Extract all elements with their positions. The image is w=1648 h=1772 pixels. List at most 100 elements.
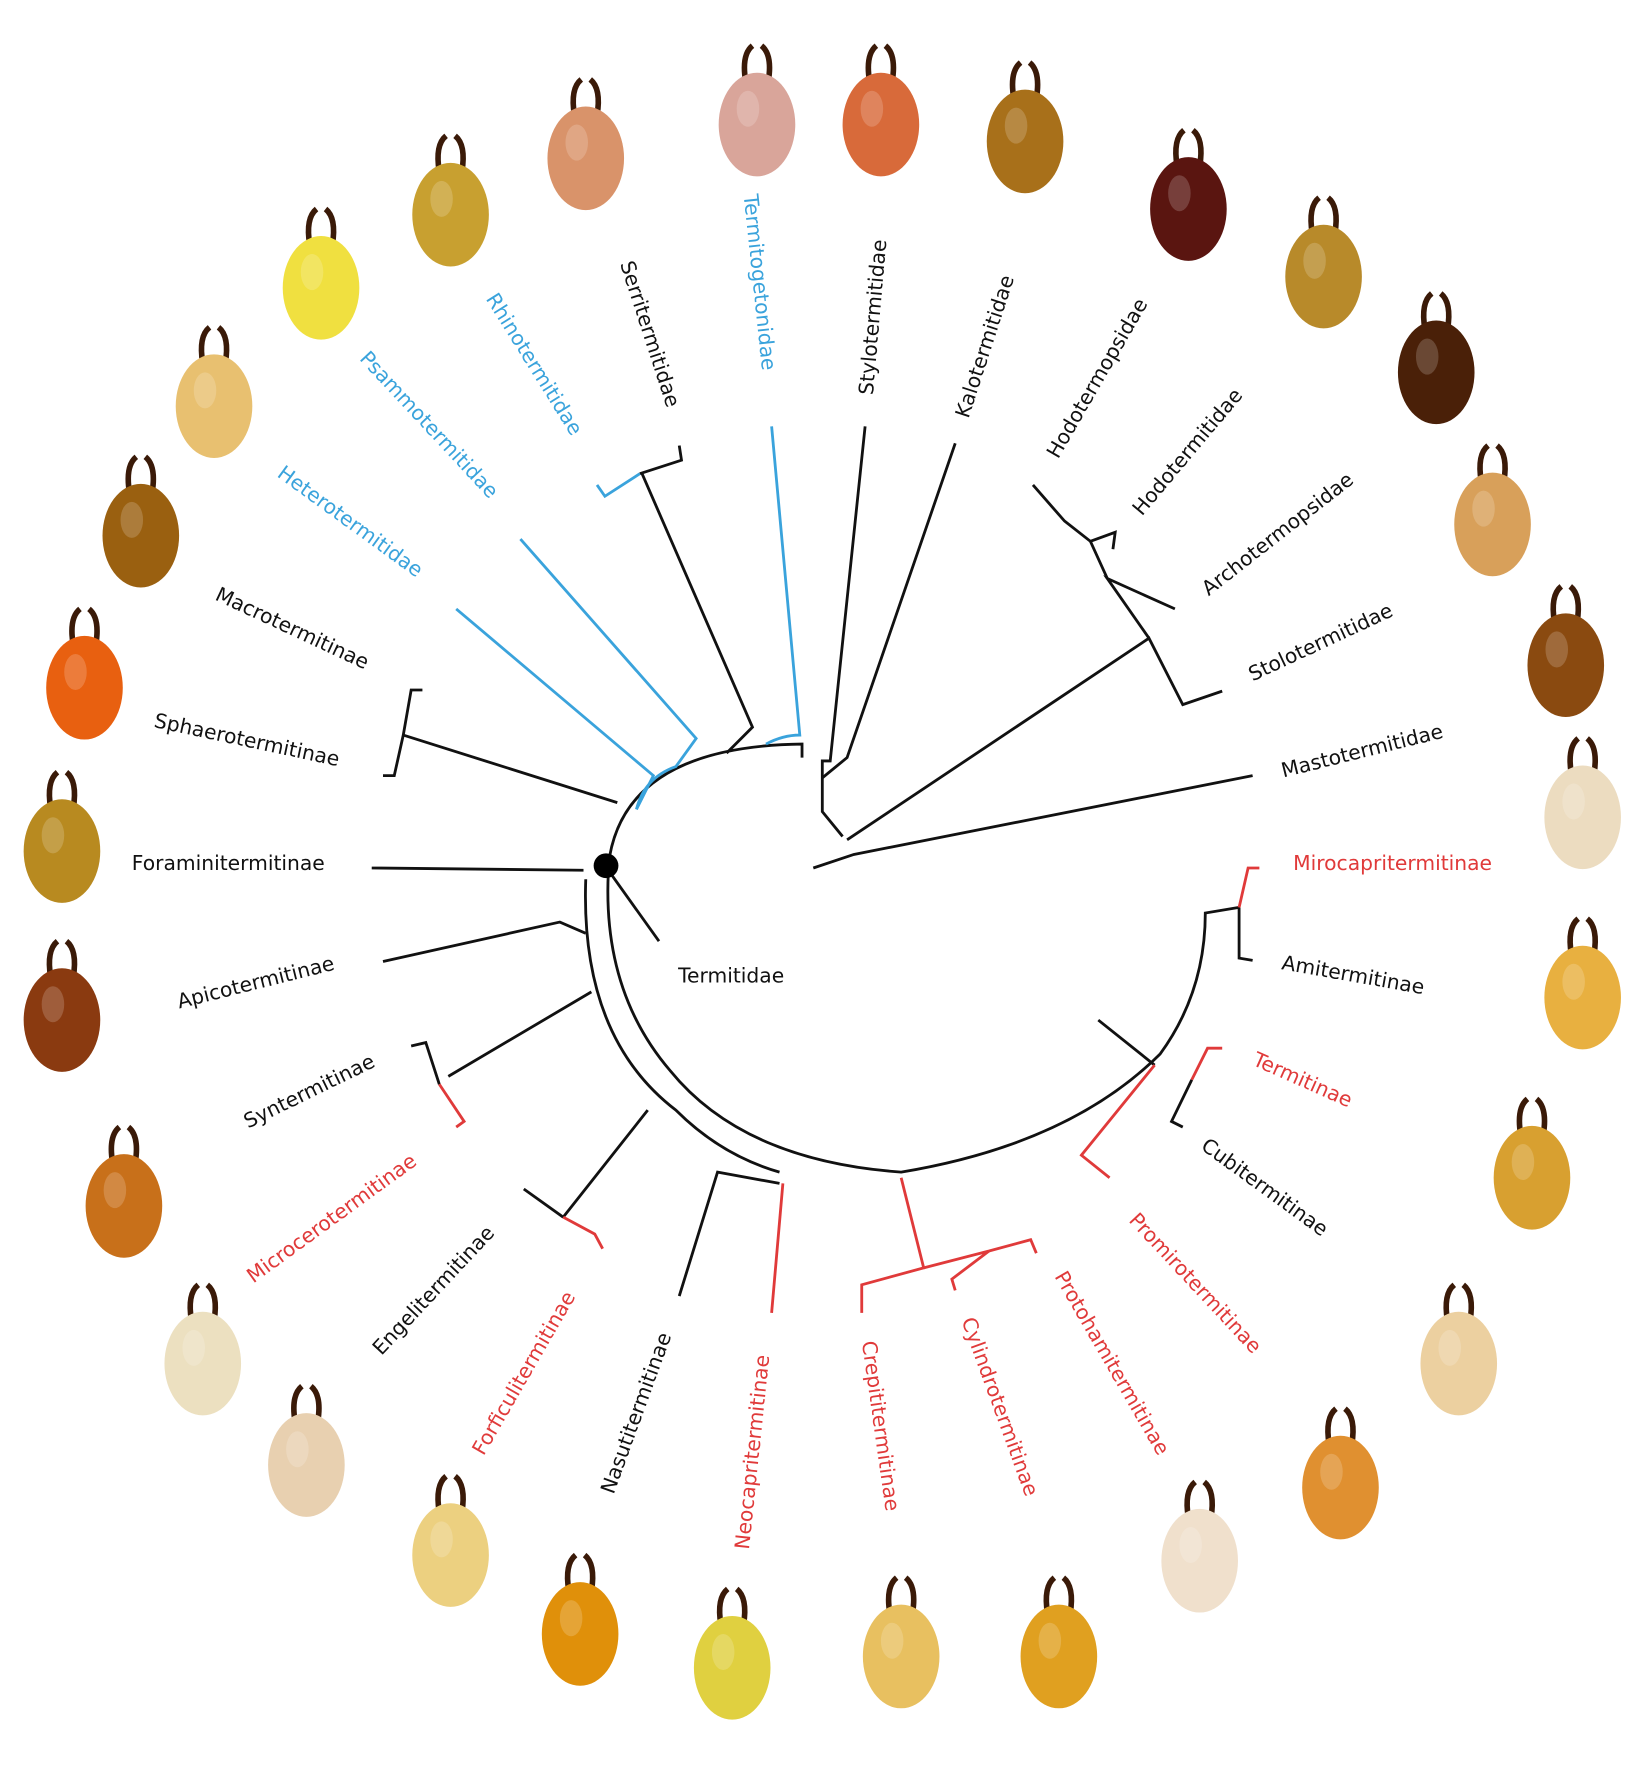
taxon-label: Heterotermitidae: [273, 461, 427, 582]
taxon-label: Hodotermitidae: [1127, 383, 1247, 519]
taxon-label: Stolotermitidae: [1245, 598, 1397, 686]
branch: [860, 1177, 926, 1313]
taxon-label: Sphaerotermitinae: [152, 708, 342, 771]
branch: [438, 1083, 467, 1129]
head: [541, 1582, 619, 1686]
highlight: [1004, 107, 1028, 144]
taxon-label: Crepititermitinae: [857, 1339, 905, 1512]
insect-image: [693, 1586, 771, 1720]
insect-image: [1161, 1479, 1238, 1613]
insect-image: [175, 325, 253, 458]
branch: [677, 1170, 780, 1297]
branch: [382, 688, 423, 778]
head: [102, 483, 180, 588]
branch: [519, 538, 698, 810]
insect-image: [46, 606, 123, 740]
branch: [1088, 530, 1117, 580]
insect-image: [85, 1124, 163, 1258]
insect-image: [862, 1575, 940, 1709]
head: [862, 1604, 940, 1709]
branch: [988, 1238, 1038, 1254]
branch: [770, 1183, 785, 1314]
highlight: [41, 817, 65, 854]
branch: [522, 1109, 649, 1219]
head: [23, 799, 101, 903]
branch: [1237, 907, 1253, 962]
highlight: [430, 180, 453, 217]
taxon-label: Kalotermitidae: [950, 272, 1019, 421]
branch: [595, 472, 641, 499]
taxon-label: Syntermitinae: [240, 1049, 379, 1133]
insect-image: [1527, 584, 1605, 718]
taxon-label: Neocapritermitinae: [730, 1354, 774, 1551]
head: [1420, 1311, 1498, 1416]
head: [1020, 1604, 1098, 1709]
branch: [821, 442, 957, 779]
taxon-label: Mirocapritermitinae: [1293, 851, 1492, 875]
head: [1302, 1435, 1379, 1540]
insect-images: [23, 43, 1621, 1720]
branch: [371, 866, 584, 872]
insect-image: [1397, 291, 1475, 425]
branch: [1237, 866, 1260, 908]
insect-image: [412, 1474, 489, 1607]
highlight: [1179, 1526, 1202, 1563]
branch: [584, 879, 780, 1174]
branch: [1190, 1046, 1223, 1081]
highlight: [1415, 338, 1439, 375]
highlight: [64, 653, 87, 690]
insect-image: [1454, 443, 1531, 577]
insect-image: [718, 43, 796, 177]
insect-image: [1302, 1406, 1379, 1540]
insect-image: [102, 454, 180, 588]
taxon-label: Apicotermitinae: [175, 951, 337, 1013]
branch: [812, 774, 1253, 870]
highlight: [860, 90, 884, 127]
insect-image: [541, 1552, 619, 1686]
highlight: [559, 1600, 583, 1637]
insect-image: [1544, 736, 1621, 870]
branch: [639, 445, 684, 476]
head: [412, 162, 489, 267]
head: [1454, 472, 1531, 577]
branch: [382, 920, 587, 963]
branch: [606, 873, 1240, 1174]
head: [23, 968, 101, 1072]
branch: [410, 990, 593, 1085]
head: [986, 89, 1064, 194]
highlight: [1320, 1453, 1343, 1490]
taxon-label: Serritermitidae: [615, 258, 685, 410]
head: [842, 72, 920, 177]
taxon-label: Hodotermopsidae: [1042, 294, 1153, 462]
head: [1544, 945, 1621, 1050]
highlight: [565, 124, 589, 161]
taxon-label: Mastotermitidae: [1279, 719, 1446, 782]
highlight: [1511, 1143, 1535, 1181]
head: [412, 1503, 489, 1607]
highlight: [430, 1521, 453, 1558]
highlight: [103, 1172, 127, 1209]
highlight: [1562, 963, 1585, 1000]
head: [718, 72, 796, 177]
branch: [1031, 484, 1092, 543]
labels: Serritermitidae Termitogetonidae Styloterm…: [132, 192, 1492, 1551]
highlight: [1562, 783, 1585, 820]
taxon-label: Nasutitermitinae: [596, 1329, 677, 1497]
highlight: [1472, 490, 1495, 527]
head: [547, 106, 625, 211]
head: [46, 635, 123, 740]
branch: [455, 607, 656, 811]
highlight: [1545, 631, 1569, 668]
insect-image: [23, 770, 101, 903]
insect-image: [1285, 195, 1362, 329]
highlight: [1038, 1622, 1062, 1659]
highlight: [286, 1431, 309, 1468]
insect-image: [1420, 1282, 1498, 1416]
highlight: [1303, 242, 1326, 279]
taxon-label: Promirotermitinae: [1124, 1208, 1266, 1358]
head: [175, 354, 253, 458]
taxon-label: Forficulitermitinae: [467, 1287, 580, 1459]
highlight: [300, 254, 324, 291]
highlight: [41, 986, 65, 1023]
taxon-label: Termitogetonidae: [739, 192, 781, 372]
